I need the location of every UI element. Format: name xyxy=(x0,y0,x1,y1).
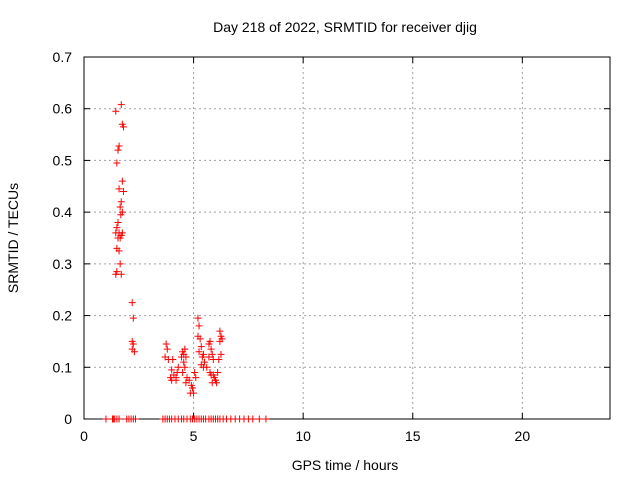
data-point xyxy=(215,356,223,364)
data-point xyxy=(188,384,196,392)
data-point xyxy=(181,363,189,371)
y-tick-label: 0.4 xyxy=(53,204,73,220)
data-point xyxy=(262,415,270,423)
data-point xyxy=(182,379,190,387)
data-point xyxy=(249,415,257,423)
data-point xyxy=(115,415,123,423)
data-point xyxy=(118,177,126,185)
data-point xyxy=(129,340,137,348)
data-point xyxy=(195,348,203,356)
data-point xyxy=(163,345,171,353)
x-tick-label: 15 xyxy=(405,428,421,444)
y-tick-label: 0.6 xyxy=(53,101,73,117)
data-point xyxy=(130,348,138,356)
data-point xyxy=(190,389,198,397)
data-point xyxy=(255,415,263,423)
data-point xyxy=(113,224,121,232)
data-point xyxy=(196,335,204,343)
data-point xyxy=(128,299,136,307)
y-tick-label: 0.5 xyxy=(53,152,73,168)
tick-labels: 0 5 10 15 20 0 0.1 0.2 0.3 0.4 0.5 0.6 0.7 xyxy=(53,49,531,444)
data-point xyxy=(195,322,203,330)
data-point xyxy=(117,198,125,206)
data-points xyxy=(102,101,270,423)
x-axis-label: GPS time / hours xyxy=(292,457,399,473)
data-point xyxy=(216,337,224,345)
data-point xyxy=(213,379,221,387)
data-point xyxy=(198,353,206,361)
data-point xyxy=(102,415,110,423)
x-tick-label: 5 xyxy=(190,428,198,444)
data-point xyxy=(113,159,121,167)
y-tick-label: 0.1 xyxy=(53,359,73,375)
y-tick-label: 0 xyxy=(64,411,72,427)
data-point xyxy=(117,211,125,219)
data-point xyxy=(115,247,123,255)
data-point xyxy=(207,345,215,353)
data-point xyxy=(114,218,122,226)
data-point xyxy=(197,343,205,351)
chart-title: Day 218 of 2022, SRMTID for receiver dji… xyxy=(213,19,477,35)
data-point xyxy=(119,123,127,131)
grid xyxy=(84,57,610,419)
data-point xyxy=(172,376,180,384)
y-tick-label: 0.7 xyxy=(53,49,73,65)
data-point xyxy=(119,187,127,195)
data-point xyxy=(116,234,124,242)
data-point xyxy=(129,314,137,322)
data-point xyxy=(216,327,224,335)
data-point xyxy=(214,368,222,376)
x-tick-label: 0 xyxy=(80,428,88,444)
data-point xyxy=(132,415,140,423)
data-point xyxy=(194,314,202,322)
data-point xyxy=(168,366,176,374)
y-tick-label: 0.2 xyxy=(53,308,73,324)
data-point xyxy=(116,260,124,268)
data-point xyxy=(174,363,182,371)
data-point xyxy=(112,107,120,115)
data-point xyxy=(180,358,188,366)
data-point xyxy=(116,203,124,211)
axis-ticks xyxy=(83,56,610,420)
data-point xyxy=(181,345,189,353)
y-axis-label: SRMTID / TECUs xyxy=(5,183,21,293)
x-tick-label: 10 xyxy=(295,428,311,444)
data-point xyxy=(182,353,190,361)
data-point xyxy=(117,270,125,278)
y-tick-label: 0.3 xyxy=(53,256,73,272)
data-point xyxy=(191,368,199,376)
data-point xyxy=(115,142,123,150)
plot-frame xyxy=(83,56,611,420)
data-point xyxy=(192,374,200,382)
data-point xyxy=(118,229,126,237)
x-tick-label: 20 xyxy=(515,428,531,444)
data-point xyxy=(117,101,125,109)
data-point xyxy=(199,363,207,371)
data-point xyxy=(169,356,177,364)
data-point xyxy=(115,185,123,193)
data-point xyxy=(217,350,225,358)
data-point xyxy=(114,146,122,154)
data-point xyxy=(206,337,214,345)
data-point xyxy=(205,353,213,361)
data-point xyxy=(179,368,187,376)
data-point xyxy=(162,340,170,348)
